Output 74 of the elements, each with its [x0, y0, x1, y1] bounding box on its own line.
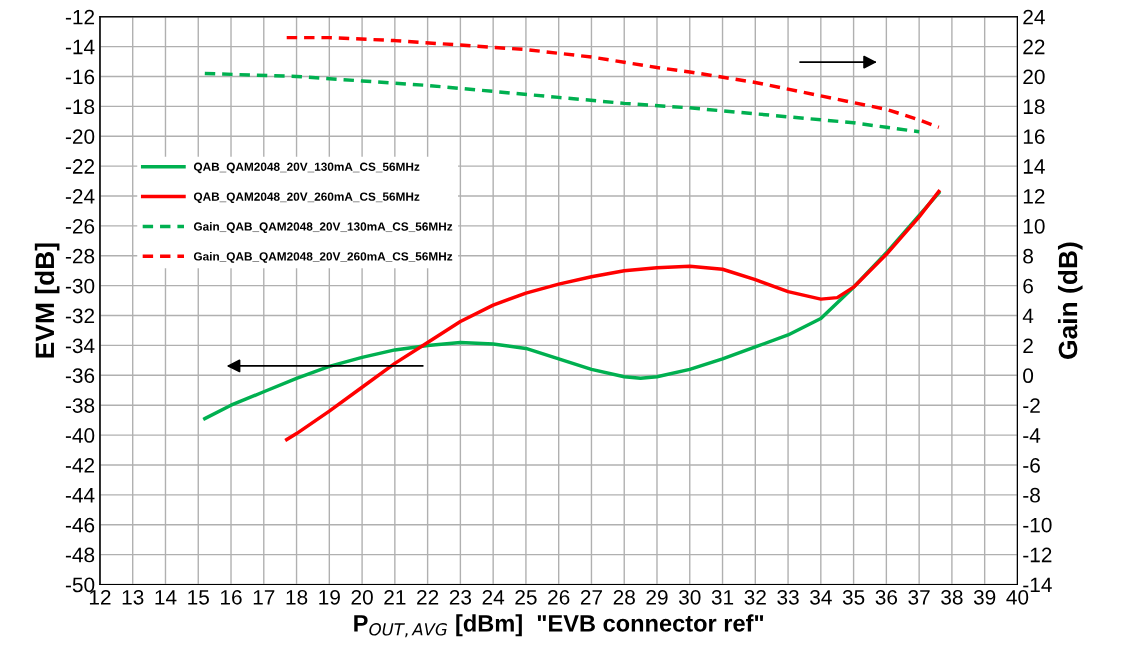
x-tick-label: 20: [351, 589, 373, 605]
y2-tick-label: -2: [1023, 398, 1040, 413]
y-tick-label: -42: [65, 457, 95, 473]
x-tick-label: 19: [319, 589, 340, 605]
x-tick-label: 25: [515, 589, 537, 605]
x-tick-label: 32: [744, 589, 766, 605]
x-tick-label: 27: [580, 589, 602, 605]
y-tick-label: -30: [65, 278, 95, 294]
x-tick-label: 24: [482, 589, 505, 605]
y2-tick-label: 14: [1023, 159, 1045, 174]
line-series: [284, 35, 941, 130]
x-tick-label: 33: [777, 589, 799, 605]
y2-axis-title: Gain (dB): [1057, 242, 1083, 359]
y2-tick-label: -10: [1023, 517, 1052, 533]
y2-tick-label: 2: [1023, 338, 1033, 353]
y2-tick-label: 20: [1023, 69, 1045, 85]
y-tick-label: -32: [65, 308, 95, 324]
y2-tick-label: 6: [1023, 278, 1033, 294]
y-tick-label: -28: [65, 248, 95, 264]
x-tick-label: 29: [646, 589, 668, 605]
x-tick-label: 31: [711, 589, 734, 605]
y-tick-label: -46: [65, 517, 95, 533]
x-tick-label: 34: [810, 589, 832, 605]
y2-tick-label: 12: [1023, 189, 1045, 204]
x-tick-label: 23: [449, 589, 472, 605]
x-axis-title: P$_{OUT,AVG}$ [dBm] "EVB connector ref": [354, 614, 764, 638]
y-tick-label: -14: [65, 39, 95, 55]
x-tick-label: 14: [155, 590, 177, 605]
y-tick-label: -16: [65, 69, 95, 85]
y-tick-label: -34: [65, 338, 95, 354]
x-tick-label: 18: [286, 589, 308, 605]
x-tick-label: 35: [842, 589, 865, 605]
y2-tick-label: 22: [1023, 39, 1045, 55]
x-tick-label: 15: [188, 590, 209, 605]
y2-tick-label: 10: [1023, 218, 1045, 234]
x-tick-label: 13: [122, 589, 144, 605]
x-tick-label: 39: [973, 589, 996, 605]
y-tick-label: -44: [65, 488, 95, 503]
y2-tick-label: 8: [1023, 248, 1033, 264]
x-tick-label: 17: [253, 590, 275, 605]
legend-label: QAB_QAM2048_20V_260mA_CS_56MHz: [193, 192, 420, 204]
x-tick-label: 28: [613, 589, 635, 605]
y2-tick-label: 18: [1023, 99, 1045, 115]
y2-tick-label: 4: [1022, 308, 1034, 324]
y2-tick-label: -6: [1023, 457, 1040, 473]
y-tick-label: -20: [65, 129, 95, 144]
y-tick-label: -36: [65, 368, 95, 384]
y-tick-label: -12: [65, 9, 95, 25]
y2-tick-label: 24: [1023, 9, 1045, 25]
x-tick-label: 21: [384, 589, 406, 605]
line-series: [203, 71, 921, 134]
y-tick-label: -48: [65, 547, 95, 563]
x-tick-label: 38: [941, 589, 963, 605]
y2-tick-label: -4: [1023, 428, 1041, 443]
legend-label: QAB_QAM2048_20V_130mA_CS_56MHz: [193, 162, 420, 174]
legend-label: Gain_QAB_QAM2048_20V_260mA_CS_56MHz: [193, 251, 453, 263]
y-tick-label: -24: [65, 189, 95, 204]
y-tick-label: -22: [65, 159, 95, 174]
y2-tick-label: -8: [1023, 487, 1040, 503]
y2-tick-label: 0: [1023, 368, 1034, 384]
y-tick-label: -26: [65, 218, 95, 234]
y-axis-title: EVM [dB]: [34, 243, 60, 358]
x-tick-label: 36: [875, 589, 898, 605]
y2-tick-label: 16: [1023, 129, 1045, 144]
y2-tick-label: -12: [1023, 547, 1052, 563]
x-tick-label: 22: [417, 589, 439, 605]
x-tick-label: 26: [548, 589, 570, 605]
legend-label: Gain_QAB_QAM2048_20V_130mA_CS_56MHz: [193, 222, 453, 233]
x-tick-label: 16: [221, 589, 242, 605]
y-tick-label: -18: [65, 99, 95, 115]
x-tick-label: 37: [908, 589, 930, 605]
y-tick-label: -38: [65, 398, 95, 413]
y-tick-label: -40: [65, 428, 95, 443]
x-tick-label: 30: [678, 589, 701, 605]
